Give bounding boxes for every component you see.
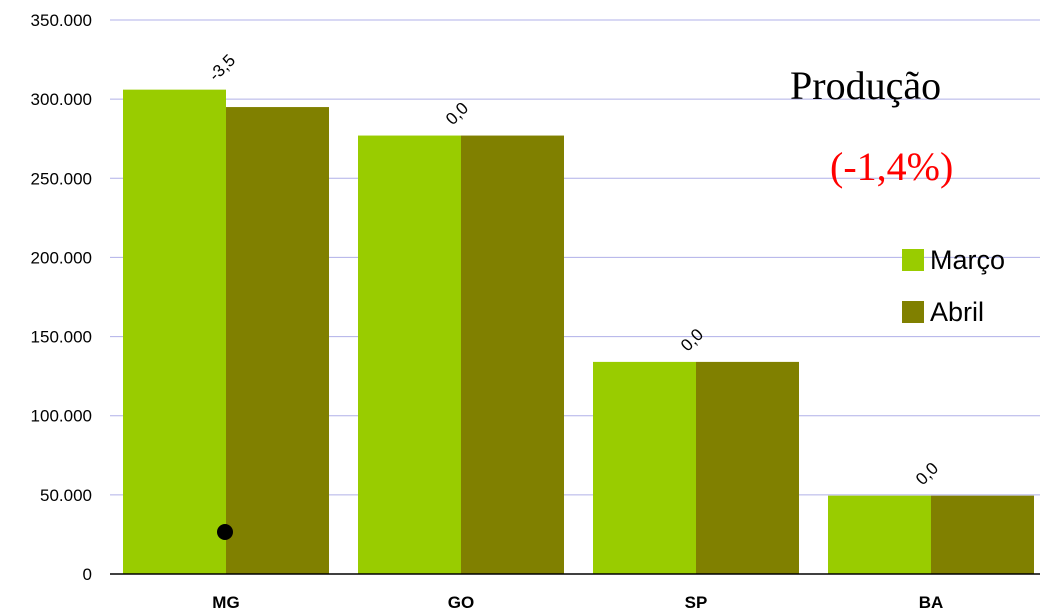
- y-tick-label: 350.000: [31, 11, 92, 30]
- bar-mg-marco: [123, 89, 226, 574]
- bar-mg-abril: [226, 107, 329, 575]
- bar-ba-marco: [828, 495, 931, 574]
- data-label: 0,0: [677, 325, 707, 355]
- legend-label-abril: Abril: [930, 296, 985, 327]
- x-tick-label: SP: [685, 593, 708, 612]
- chart-subtitle: (-1,4%): [830, 144, 954, 189]
- bar-go-abril: [461, 135, 564, 574]
- y-tick-label: 200.000: [31, 248, 92, 267]
- x-tick-label: BA: [919, 593, 944, 612]
- marker-dot: [217, 524, 233, 540]
- bars: [123, 89, 1034, 575]
- legend-item-marco: Março: [902, 234, 1005, 286]
- legend-label-marco: Março: [930, 244, 1006, 275]
- chart-title: Produção: [790, 63, 942, 108]
- y-axis-ticks: 0 50.000 100.000 150.000 200.000 250.000 300.0…: [31, 11, 92, 584]
- bar-sp-abril: [696, 361, 799, 574]
- bar-ba-abril: [931, 495, 1034, 574]
- legend-swatch-abril: [902, 301, 924, 323]
- y-tick-label: 100.000: [31, 407, 92, 426]
- x-tick-label: GO: [448, 593, 474, 612]
- y-tick-label: 0: [83, 565, 92, 584]
- legend-item-abril: Abril: [902, 286, 1005, 338]
- data-label: -3,5: [205, 51, 239, 85]
- x-tick-label: MG: [212, 593, 239, 612]
- bar-sp-marco: [593, 361, 696, 574]
- data-label: 0,0: [442, 99, 472, 129]
- bar-go-marco: [358, 135, 461, 574]
- y-tick-label: 50.000: [40, 486, 92, 505]
- y-tick-label: 300.000: [31, 90, 92, 109]
- y-tick-label: 250.000: [31, 169, 92, 188]
- data-label: 0,0: [912, 459, 942, 489]
- legend: Março Abril: [902, 234, 1005, 338]
- y-tick-label: 150.000: [31, 328, 92, 347]
- legend-swatch-marco: [902, 249, 924, 271]
- x-axis-labels: MG GO SP BA: [212, 593, 943, 612]
